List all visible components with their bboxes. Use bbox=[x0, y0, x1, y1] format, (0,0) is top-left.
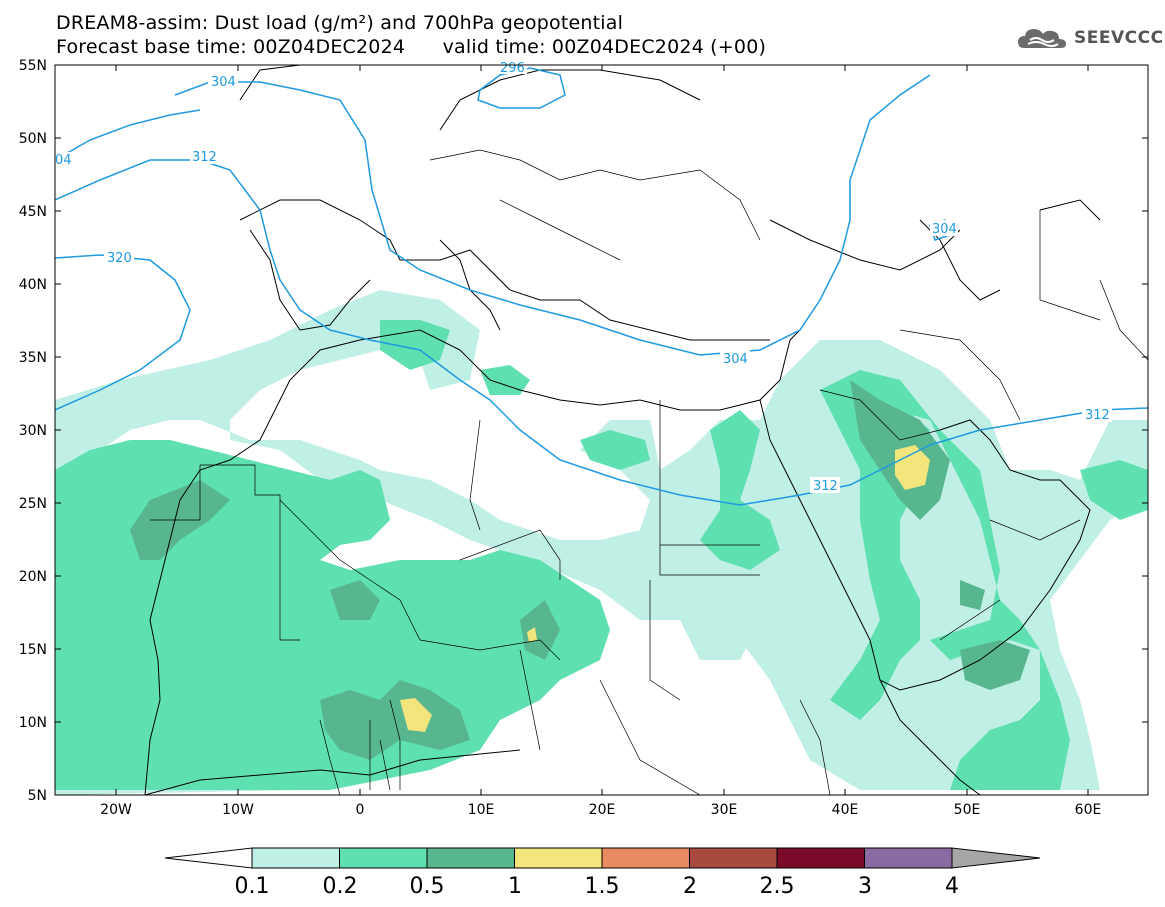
logo-text: SEEVCCC bbox=[1074, 28, 1164, 48]
colorbar-label: 1.5 bbox=[585, 874, 620, 899]
lat-label: 30N bbox=[19, 423, 47, 439]
colorbar-swatch bbox=[251, 847, 340, 869]
lat-label: 5N bbox=[28, 788, 47, 804]
lat-label: 20N bbox=[19, 569, 47, 585]
colorbar-swatch bbox=[689, 847, 778, 869]
lon-label: 0 bbox=[356, 802, 365, 818]
lat-label: 50N bbox=[19, 131, 47, 147]
lon-label: 50E bbox=[954, 802, 981, 818]
lat-label: 10N bbox=[19, 715, 47, 731]
colorbar-label: 4 bbox=[945, 874, 959, 899]
lon-label: 10E bbox=[468, 802, 495, 818]
contour-labels: 304 296 04 312 320 304 304 312 312 bbox=[55, 60, 1112, 494]
latitude-labels: 55N 50N 45N 40N 35N 30N 25N 20N 15N 10N … bbox=[19, 58, 47, 804]
map-title: DREAM8-assim: Dust load (g/m²) and 700hP… bbox=[56, 12, 624, 34]
lat-label: 15N bbox=[19, 642, 47, 658]
lon-label: 30E bbox=[711, 802, 738, 818]
colorbar-labels: 0.1 0.2 0.5 1 1.5 2 2.5 3 4 bbox=[235, 874, 960, 899]
lat-label: 45N bbox=[19, 204, 47, 220]
contour-label: 312 bbox=[1085, 408, 1110, 423]
tick-marks bbox=[55, 65, 1148, 795]
colorbar-swatch bbox=[514, 847, 603, 869]
colorbar-label: 2 bbox=[683, 874, 697, 899]
seevccc-logo: SEEVCCC bbox=[1016, 24, 1164, 52]
lat-label: 55N bbox=[19, 58, 47, 74]
contour-label: 304 bbox=[211, 75, 236, 90]
colorbar-right-arrow bbox=[951, 847, 1041, 869]
contour-label: 04 bbox=[55, 153, 72, 168]
contour-label: 312 bbox=[813, 479, 838, 494]
lat-label: 35N bbox=[19, 350, 47, 366]
colorbar-label: 2.5 bbox=[760, 874, 795, 899]
colorbar-swatch bbox=[864, 847, 953, 869]
lon-label: 20E bbox=[589, 802, 616, 818]
borders bbox=[150, 149, 1148, 795]
colorbar-swatch bbox=[426, 847, 515, 869]
lon-label: 40E bbox=[832, 802, 859, 818]
lon-label: 60E bbox=[1075, 802, 1102, 818]
colorbar-label: 1 bbox=[508, 874, 522, 899]
contour-label: 312 bbox=[192, 150, 217, 165]
map-subtitle: Forecast base time: 00Z04DEC2024 valid t… bbox=[56, 36, 767, 58]
colorbar-swatch bbox=[776, 847, 865, 869]
contour-label: 296 bbox=[500, 61, 525, 76]
cloud-icon bbox=[1018, 29, 1066, 48]
colorbar-swatch bbox=[601, 847, 690, 869]
lat-label: 40N bbox=[19, 277, 47, 293]
colorbar-swatch bbox=[339, 847, 428, 869]
colorbar-left-arrow bbox=[164, 847, 253, 869]
lon-label: 20W bbox=[100, 802, 132, 818]
colorbar-label: 0.5 bbox=[410, 874, 445, 899]
lon-label: 10W bbox=[222, 802, 254, 818]
contour-label: 304 bbox=[932, 222, 957, 237]
colorbar-label: 0.1 bbox=[235, 874, 270, 899]
dust-shading bbox=[55, 290, 1148, 795]
lat-label: 25N bbox=[19, 496, 47, 512]
longitude-labels: 20W 10W 0 10E 20E 30E 40E 50E 60E bbox=[100, 802, 1101, 818]
contour-label: 320 bbox=[107, 251, 132, 266]
contour-label: 304 bbox=[723, 352, 748, 367]
colorbar bbox=[164, 847, 1041, 869]
colorbar-label: 0.2 bbox=[323, 874, 358, 899]
colorbar-label: 3 bbox=[858, 874, 872, 899]
